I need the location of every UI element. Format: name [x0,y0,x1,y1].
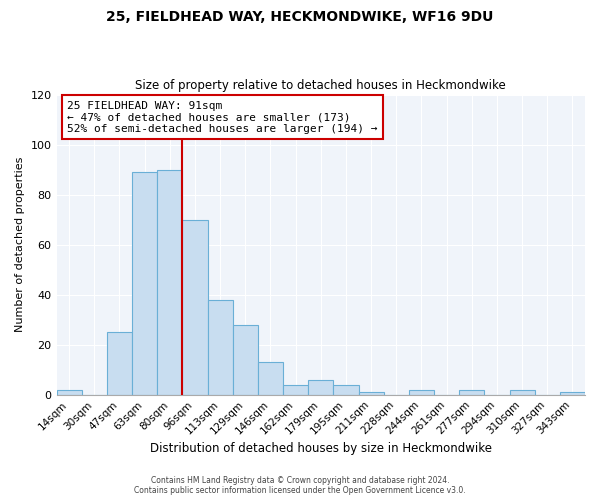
Title: Size of property relative to detached houses in Heckmondwike: Size of property relative to detached ho… [136,79,506,92]
Bar [107,332,132,394]
Bar [132,172,157,394]
Bar [308,380,334,394]
Bar [560,392,585,394]
Bar [157,170,182,394]
Bar [182,220,208,394]
Bar [409,390,434,394]
Text: 25 FIELDHEAD WAY: 91sqm
← 47% of detached houses are smaller (173)
52% of semi-d: 25 FIELDHEAD WAY: 91sqm ← 47% of detache… [67,100,377,134]
Bar [283,384,308,394]
Text: Contains HM Land Registry data © Crown copyright and database right 2024.
Contai: Contains HM Land Registry data © Crown c… [134,476,466,495]
Bar [509,390,535,394]
Text: 25, FIELDHEAD WAY, HECKMONDWIKE, WF16 9DU: 25, FIELDHEAD WAY, HECKMONDWIKE, WF16 9D… [106,10,494,24]
Bar [459,390,484,394]
Bar [233,324,258,394]
Bar [208,300,233,394]
Bar [258,362,283,394]
Y-axis label: Number of detached properties: Number of detached properties [15,157,25,332]
Bar [359,392,383,394]
Bar [56,390,82,394]
X-axis label: Distribution of detached houses by size in Heckmondwike: Distribution of detached houses by size … [150,442,492,455]
Bar [334,384,359,394]
